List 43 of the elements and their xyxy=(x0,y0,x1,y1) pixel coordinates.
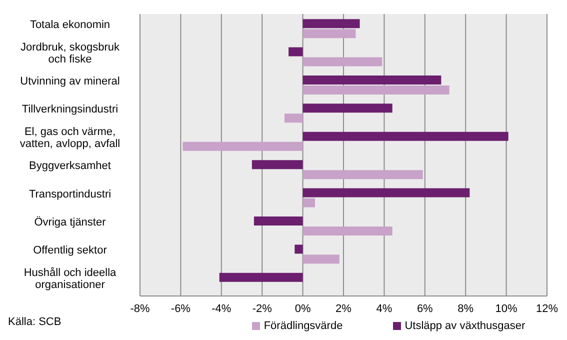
bar xyxy=(284,114,303,123)
legend-label: Utsläpp av växthusgaser xyxy=(404,320,526,332)
y-tick-label: Jordbruk, skogsbruk och fiske xyxy=(20,41,120,66)
bar xyxy=(302,254,340,264)
bar xyxy=(302,75,442,84)
y-tick-label: Hushåll och ideella organisationer xyxy=(24,266,118,291)
y-tick-label: Utvinning av mineral xyxy=(20,76,120,88)
y-tick-label: Totala ekonomin xyxy=(30,19,110,32)
bar xyxy=(302,132,508,141)
bar xyxy=(219,272,303,282)
bar xyxy=(302,57,382,66)
bar xyxy=(294,244,303,254)
x-tick-label: 12% xyxy=(536,302,558,315)
bar xyxy=(302,188,470,198)
bar xyxy=(288,47,303,56)
bar xyxy=(182,142,303,151)
x-tick-label: 4% xyxy=(376,302,392,315)
y-tick-label: Övriga tjänster xyxy=(34,216,106,228)
x-tick-label: 2% xyxy=(336,302,352,315)
x-tick-label: 8% xyxy=(458,302,474,315)
bar xyxy=(302,19,360,28)
legend-label: Förädlingsvärde xyxy=(264,320,343,332)
x-tick-label: -2% xyxy=(252,302,272,315)
x-tick-label: -6% xyxy=(170,302,191,315)
bar xyxy=(252,160,303,170)
bar xyxy=(302,29,356,38)
bar xyxy=(302,85,450,94)
bar xyxy=(302,170,423,180)
bar xyxy=(302,226,392,236)
y-tick-label: Byggverksamhet xyxy=(29,160,111,172)
y-tick-label: El, gas och värme, vatten, avlopp, avfall xyxy=(20,126,120,150)
x-tick-label: 10% xyxy=(495,302,518,315)
x-tick-label: 6% xyxy=(416,302,434,315)
y-tick-label: Transportindustri xyxy=(28,188,112,200)
bar xyxy=(302,104,392,113)
x-tick-label: -4% xyxy=(212,302,232,315)
x-tick-label: 0% xyxy=(294,302,311,315)
bar xyxy=(302,198,316,208)
bar xyxy=(254,216,303,226)
text: Källa: SCB xyxy=(8,316,62,328)
y-tick-label: Tillverkningsindustri xyxy=(22,104,118,116)
x-tick-label: -8% xyxy=(130,302,150,315)
y-tick-label: Offentlig sektor xyxy=(33,244,108,257)
